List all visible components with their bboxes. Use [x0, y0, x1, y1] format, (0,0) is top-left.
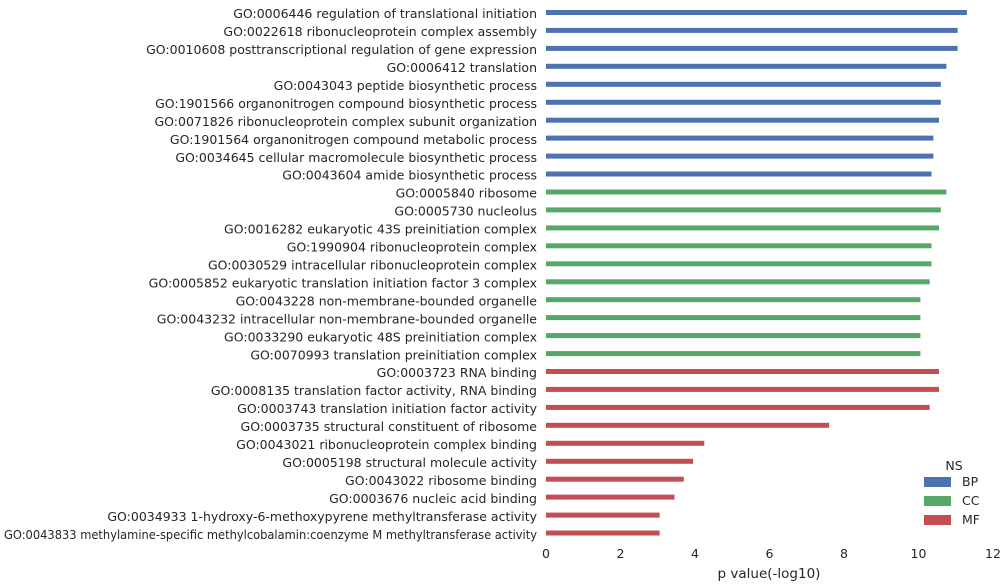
bar-cc: [546, 297, 921, 303]
category-label: GO:0006412 translation: [387, 60, 537, 75]
category-label: GO:0005730 nucleolus: [394, 204, 537, 219]
x-axis-ticks: 0 2 4 6 8 10 12: [542, 546, 1001, 561]
bar-bp: [546, 99, 941, 105]
category-label: GO:0006446 regulation of translational i…: [233, 6, 537, 21]
bar-mf: [546, 440, 705, 446]
category-label: GO:0003676 nucleic acid binding: [329, 491, 537, 506]
bar-cc: [546, 207, 941, 213]
bar-cc: [546, 189, 947, 195]
category-labels: GO:0006446 regulation of translational i…: [4, 6, 538, 542]
bar-mf: [546, 386, 939, 392]
legend-swatch: [924, 515, 951, 525]
category-label: GO:0034645 cellular macromolecule biosyn…: [175, 150, 537, 165]
x-tick-label: 6: [766, 546, 774, 561]
bar-mf: [546, 422, 830, 428]
bar-bp: [546, 81, 941, 87]
legend-swatch: [924, 496, 951, 506]
category-label: GO:0071826 ribonucleoprotein complex sub…: [154, 114, 537, 129]
legend: NS BP CC MF: [924, 458, 980, 527]
bar-cc: [546, 261, 932, 267]
category-label: GO:0005198 structural molecule activity: [282, 455, 537, 470]
x-tick-label: 0: [542, 546, 550, 561]
category-label: GO:0043604 amide biosynthetic process: [282, 168, 537, 183]
bar-bp: [546, 27, 958, 33]
bar-bp: [546, 63, 947, 69]
category-label: GO:0043232 intracellular non-membrane-bo…: [157, 311, 538, 326]
category-label: GO:0022618 ribonucleoprotein complex ass…: [223, 24, 537, 39]
category-label: GO:0003723 RNA binding: [377, 365, 537, 380]
category-label: GO:0030529 intracellular ribonucleoprote…: [208, 258, 537, 273]
category-label: GO:0034933 1-hydroxy-6-methoxypyrene met…: [107, 509, 537, 524]
legend-title: NS: [945, 458, 962, 473]
legend-entry-cc: CC: [924, 493, 980, 508]
bar-cc: [546, 243, 932, 249]
category-label: GO:1990904 ribonucleoprotein complex: [287, 240, 537, 255]
bar-bp: [546, 171, 932, 177]
legend-swatch: [924, 477, 951, 487]
x-axis-title: p value(-log10): [718, 566, 821, 582]
legend-label: CC: [962, 493, 980, 508]
category-label: GO:0005840 ribosome: [396, 186, 538, 201]
category-label: GO:0043833 methylamine-specific methylco…: [4, 527, 538, 542]
category-label: GO:1901566 organonitrogen compound biosy…: [155, 96, 537, 111]
x-tick-label: 10: [911, 546, 927, 561]
legend-entries: BP CC MF: [924, 474, 980, 527]
bar-mf: [546, 494, 675, 500]
bar-mf: [546, 458, 694, 464]
bar-cc: [546, 351, 921, 357]
legend-label: MF: [962, 512, 980, 527]
bars-layer: [546, 10, 967, 536]
bar-cc: [546, 279, 930, 285]
category-label: GO:0003735 structural constituent of rib…: [241, 419, 538, 434]
bar-mf: [546, 404, 930, 410]
category-label: GO:0043228 non-membrane-bounded organell…: [236, 293, 538, 308]
category-label: GO:1901564 organonitrogen compound metab…: [170, 132, 537, 147]
x-tick-label: 12: [985, 546, 1001, 561]
category-label: GO:0033290 eukaryotic 48S preinitiation …: [224, 329, 537, 344]
category-label: GO:0003743 translation initiation factor…: [237, 401, 537, 416]
category-label: GO:0005852 eukaryotic translation initia…: [149, 275, 537, 290]
bar-mf: [546, 369, 939, 374]
category-label: GO:0043021 ribonucleoprotein complex bin…: [236, 437, 537, 452]
bar-bp: [546, 153, 934, 159]
x-tick-label: 2: [617, 546, 625, 561]
bar-bp: [546, 117, 939, 123]
category-label: GO:0010608 posttranscriptional regulatio…: [146, 42, 537, 57]
bar-bp: [546, 10, 967, 15]
legend-entry-bp: BP: [924, 474, 979, 489]
bar-bp: [546, 45, 958, 51]
bar-cc: [546, 315, 921, 321]
category-label: GO:0070993 translation preinitiation com…: [250, 347, 537, 362]
category-label: GO:0043043 peptide biosynthetic process: [274, 78, 537, 93]
legend-label: BP: [962, 474, 979, 489]
bar-mf: [546, 512, 660, 518]
x-tick-label: 8: [840, 546, 848, 561]
legend-entry-mf: MF: [924, 512, 980, 527]
bar-mf: [546, 476, 684, 482]
category-label: GO:0016282 eukaryotic 43S preinitiation …: [224, 222, 537, 237]
category-label: GO:0043022 ribosome binding: [345, 473, 537, 488]
bar-cc: [546, 333, 921, 339]
category-label: GO:0008135 translation factor activity, …: [211, 383, 537, 398]
bar-cc: [546, 225, 939, 231]
bar-bp: [546, 135, 934, 141]
bar-mf: [546, 530, 660, 536]
x-tick-label: 4: [691, 546, 699, 561]
